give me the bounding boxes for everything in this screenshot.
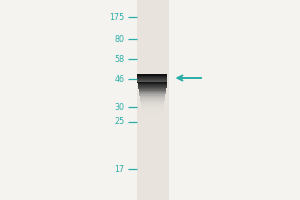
Text: 17: 17	[114, 164, 124, 173]
Bar	[140, 98, 165, 99]
Bar	[141, 102, 164, 103]
Bar	[137, 75, 167, 76]
Bar	[136, 0, 169, 200]
Bar	[142, 109, 163, 110]
Text: 30: 30	[115, 102, 124, 112]
Bar	[141, 104, 164, 105]
Bar	[137, 80, 167, 81]
Bar	[142, 114, 162, 115]
Bar	[137, 77, 167, 78]
Bar	[137, 82, 167, 83]
Bar	[140, 97, 165, 98]
Text: 58: 58	[114, 54, 124, 64]
Text: 175: 175	[109, 12, 124, 21]
Bar	[142, 115, 162, 116]
Bar	[140, 101, 164, 102]
Text: 80: 80	[115, 34, 124, 44]
Bar	[137, 74, 167, 76]
Bar	[137, 74, 167, 75]
Bar	[142, 112, 163, 113]
Bar	[139, 92, 166, 93]
Bar	[139, 89, 166, 90]
Bar	[141, 103, 164, 104]
Bar	[141, 105, 164, 106]
Bar	[137, 81, 167, 82]
Bar	[138, 85, 167, 86]
Bar	[141, 108, 164, 109]
Bar	[142, 110, 163, 111]
Bar	[141, 106, 164, 107]
Text: 25: 25	[114, 117, 124, 127]
Bar	[140, 100, 165, 101]
Bar	[140, 96, 165, 97]
Bar	[140, 99, 165, 100]
Bar	[138, 88, 167, 89]
Bar	[138, 84, 167, 85]
Bar	[139, 91, 166, 92]
Bar	[138, 83, 167, 84]
Bar	[139, 90, 166, 91]
Bar	[141, 107, 164, 108]
Bar	[138, 86, 167, 87]
Bar	[140, 95, 165, 96]
Text: 46: 46	[115, 74, 124, 84]
Bar	[139, 93, 166, 94]
Bar	[142, 111, 163, 112]
Bar	[137, 76, 167, 77]
Bar	[137, 78, 167, 79]
Bar	[139, 94, 166, 95]
Bar	[138, 87, 167, 88]
Bar	[137, 79, 167, 80]
Bar	[142, 113, 163, 114]
